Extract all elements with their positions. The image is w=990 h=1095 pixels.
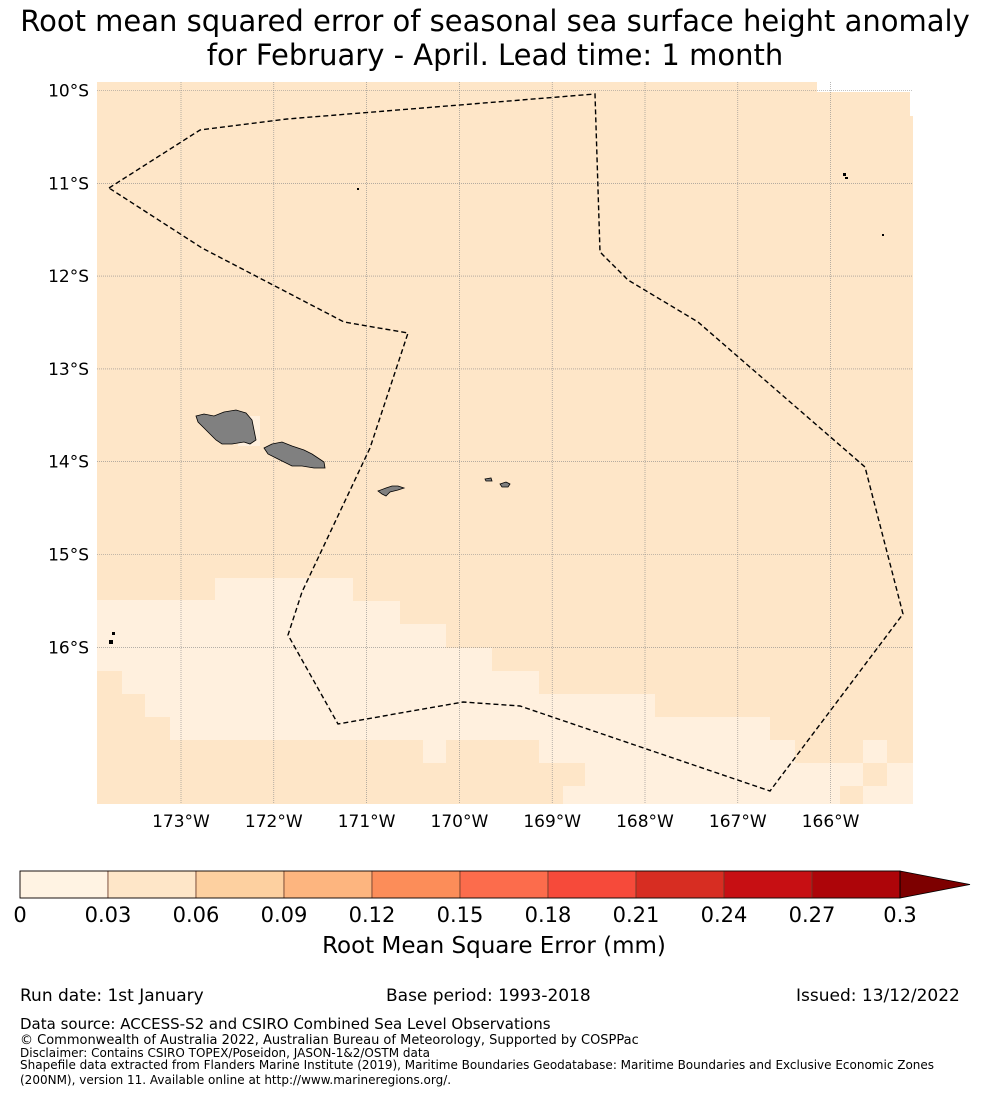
islet: [843, 173, 846, 176]
lon-label: 172°W: [245, 812, 303, 832]
colorbar-segment: [547, 870, 637, 899]
latitude-labels: 10°S 11°S 12°S 13°S 14°S 15°S 16°S: [48, 82, 89, 659]
lat-label: 16°S: [48, 638, 89, 658]
title-line-2: for February - April. Lead time: 1 month: [206, 38, 784, 72]
copyright-notice: © Commonwealth of Australia 2022, Austra…: [20, 1033, 639, 1048]
lat-label: 14°S: [48, 453, 89, 473]
colorbar-segment: [195, 870, 285, 899]
grid-patch: [863, 763, 887, 786]
colorbar-tick-label: 0.18: [525, 903, 572, 927]
grid-patch: [887, 740, 913, 763]
upolu-island: [263, 441, 326, 469]
colorbar-tick-label: 0.24: [701, 903, 748, 927]
grid-patch: [863, 740, 887, 763]
colorbar-label: Root Mean Square Error (mm): [322, 933, 666, 959]
shapefile-credit-line-1: Shapefile data extracted from Flanders M…: [20, 1058, 935, 1072]
lat-label: 13°S: [48, 360, 89, 380]
colorbar-outline: [19, 870, 901, 899]
colorbar-tick-label: 0.27: [789, 903, 836, 927]
colorbar-tick-label: 0.21: [613, 903, 660, 927]
colorbar-ticks: 0 0.03 0.06 0.09 0.12 0.15 0.18 0.21 0.24 0.27 0.3: [13, 903, 916, 927]
lon-label: 168°W: [616, 812, 674, 832]
colorbar-tick-label: 0.3: [883, 903, 916, 927]
data-source: Data source: ACCESS-S2 and CSIRO Combine…: [20, 1015, 551, 1033]
lon-label: 169°W: [523, 812, 581, 832]
run-date: Run date: 1st January: [20, 986, 204, 1006]
islet: [882, 234, 884, 236]
grid-patch: [840, 786, 863, 804]
lon-label: 173°W: [152, 812, 210, 832]
colorbar-tick-label: 0.15: [437, 903, 484, 927]
no-data-corner: [817, 82, 913, 92]
low-error-region: [97, 578, 913, 804]
islet: [109, 640, 113, 644]
lat-label: 15°S: [48, 546, 89, 566]
base-period: Base period: 1993-2018: [386, 986, 591, 1006]
colorbar-segment: [723, 870, 813, 899]
colorbar-tick-label: 0.12: [349, 903, 396, 927]
colorbar-segment: [371, 870, 461, 899]
manua-island-tau: [499, 481, 511, 488]
colorbar-segment: [811, 870, 901, 899]
savaii-island: [195, 409, 257, 445]
lon-label: 166°W: [802, 812, 860, 832]
colorbar-segment: [459, 870, 549, 899]
colorbar-extend-arrow: [899, 870, 971, 899]
lon-label: 170°W: [431, 812, 489, 832]
map-panel: [97, 82, 913, 804]
lat-label: 12°S: [48, 267, 89, 287]
lon-label: 167°W: [709, 812, 767, 832]
issued-date: Issued: 13/12/2022: [796, 986, 960, 1006]
colorbar-tick-label: 0: [13, 903, 26, 927]
lat-label: 11°S: [48, 174, 89, 194]
colorbar-segment: [635, 870, 725, 899]
lat-label: 10°S: [48, 82, 89, 102]
no-data-corner: [910, 92, 913, 116]
tutuila-island: [377, 485, 406, 497]
islet: [357, 188, 359, 190]
lon-label: 171°W: [338, 812, 396, 832]
islet: [112, 632, 115, 635]
map-title: Root mean squared error of seasonal sea …: [0, 4, 990, 72]
shapefile-credit-line-2: (200NM), version 11. Available online at…: [20, 1073, 452, 1087]
land-masses: [109, 173, 884, 644]
colorbar-tick-label: 0.03: [85, 903, 132, 927]
map-figure: 10°S11°S12°S13°S14°S15°S16°S 173°W 172°W 1…: [13, 82, 971, 959]
colorbar: [19, 870, 971, 899]
colorbar-segment: [19, 870, 109, 899]
colorbar-segment: [107, 870, 197, 899]
graticule: [97, 82, 913, 804]
colorbar-tick-label: 0.06: [173, 903, 220, 927]
colorbar-tick-label: 0.09: [261, 903, 308, 927]
longitude-labels: 173°W 172°W 171°W 170°W 169°W 168°W 167°W 166°W: [152, 812, 860, 832]
disclaimer: Disclaimer: Contains CSIRO TOPEX/Poseido…: [20, 1046, 430, 1060]
islet: [845, 177, 848, 179]
manua-island-ofu: [484, 477, 493, 482]
eez-boundary: [107, 93, 904, 792]
colorbar-segment: [283, 870, 373, 899]
title-line-1: Root mean squared error of seasonal sea …: [20, 4, 970, 38]
